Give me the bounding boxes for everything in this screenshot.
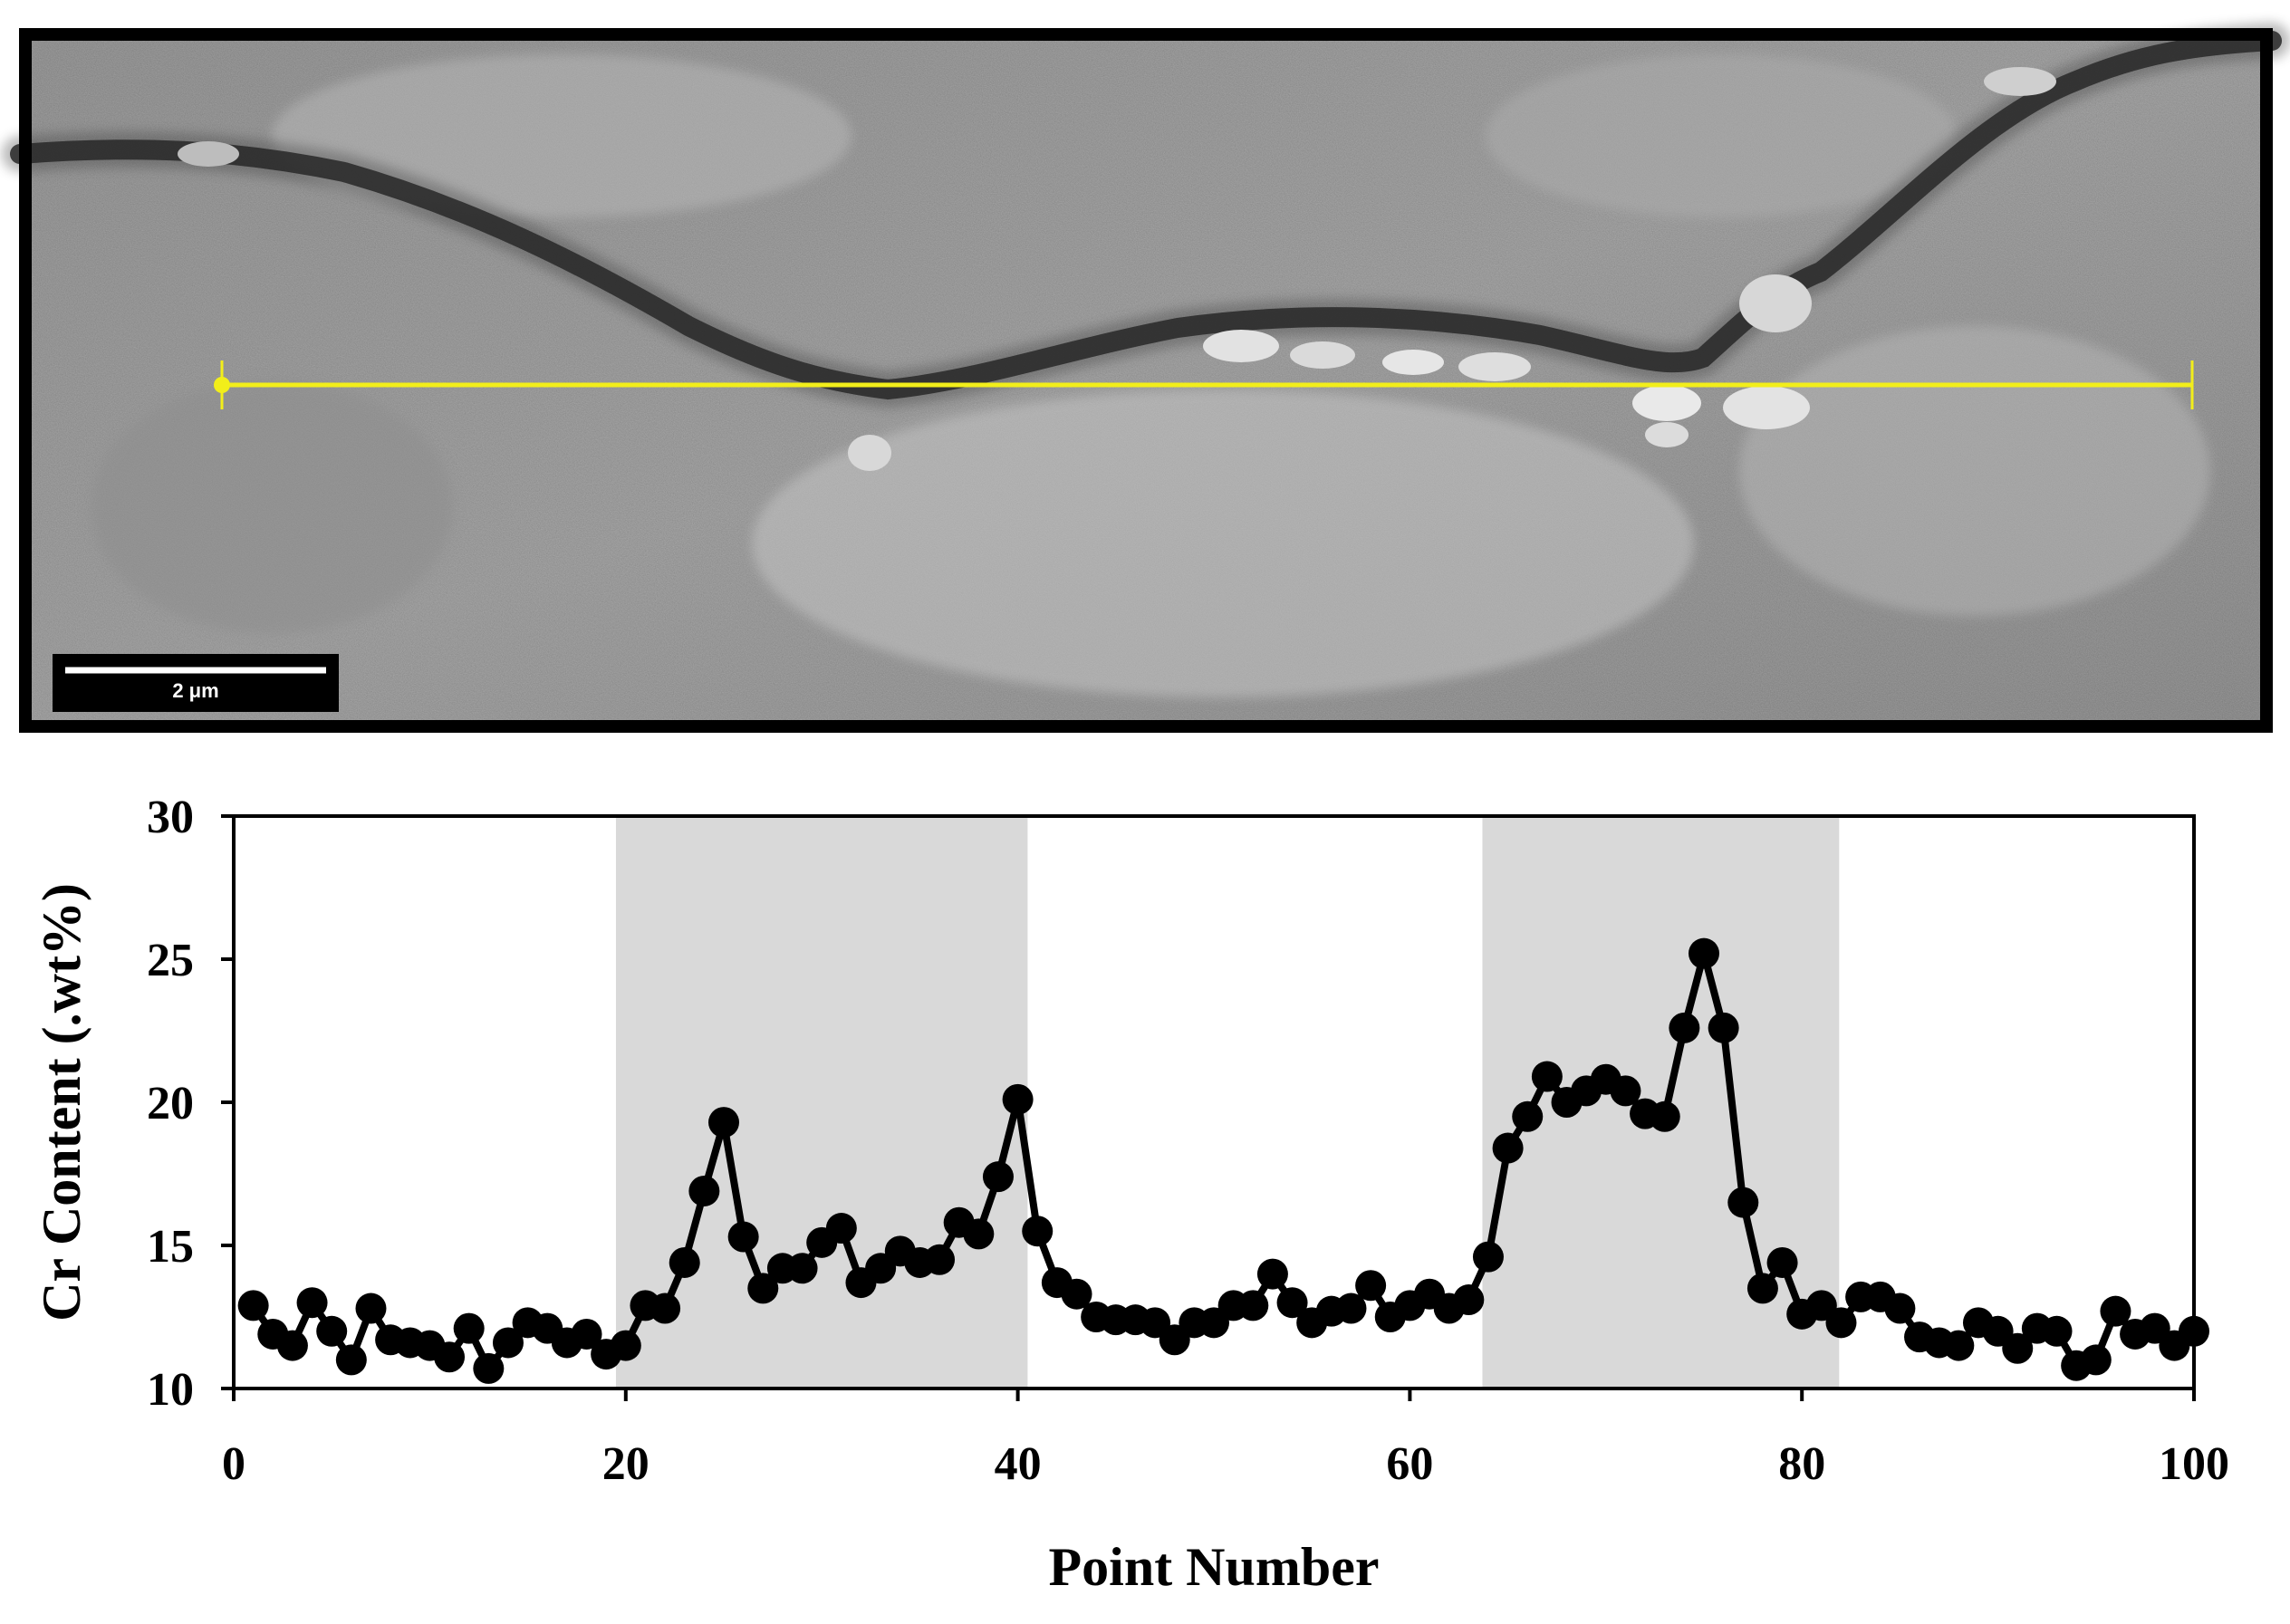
y-axis-title: Cr Content (.wt%)	[32, 883, 91, 1321]
x-tick-label: 0	[222, 1438, 245, 1490]
data-point	[1669, 1012, 1700, 1043]
shaded-regions	[615, 816, 1840, 1389]
data-series	[237, 937, 2209, 1384]
scale-bar: 2 μm	[53, 654, 339, 712]
data-point	[1689, 937, 1719, 969]
data-point	[2041, 1315, 2073, 1347]
y-tick-labels: 10 15 20 25 30	[147, 792, 194, 1416]
data-point	[649, 1292, 681, 1324]
data-point	[1610, 1075, 1641, 1107]
data-point	[1825, 1307, 1857, 1339]
crack-shadow	[2, 23, 2290, 408]
data-point	[1531, 1061, 1563, 1092]
data-point	[1022, 1216, 1054, 1247]
x-axis-title: Point Number	[1049, 1537, 1380, 1597]
x-tick-label: 40	[995, 1438, 1042, 1490]
axis-ticks	[221, 814, 2196, 1401]
data-point	[610, 1330, 641, 1361]
data-point	[924, 1244, 956, 1275]
data-point	[1355, 1270, 1387, 1302]
data-point	[747, 1273, 779, 1304]
grain-texture	[91, 54, 2210, 697]
data-point	[708, 1107, 739, 1139]
data-point	[1256, 1258, 1288, 1290]
data-point	[963, 1218, 995, 1250]
data-point	[2002, 1332, 2034, 1364]
data-point	[1727, 1187, 1759, 1218]
y-tick-label: 20	[147, 1078, 194, 1129]
data-point	[1335, 1292, 1367, 1324]
plot-frame	[232, 814, 2196, 1390]
data-point	[473, 1352, 505, 1384]
data-point	[316, 1315, 348, 1347]
data-point	[1766, 1246, 1798, 1278]
data-point	[453, 1312, 485, 1344]
scale-bar-background	[53, 654, 339, 712]
y-tick-label: 25	[147, 935, 194, 986]
x-tick-label: 20	[602, 1438, 649, 1490]
bright-precipitates	[178, 67, 2056, 471]
data-point	[727, 1221, 759, 1253]
x-tick-label: 100	[2159, 1438, 2229, 1490]
data-point	[237, 1290, 269, 1321]
data-point	[1453, 1284, 1485, 1316]
data-point	[1649, 1100, 1680, 1132]
data-point	[1708, 1012, 1739, 1043]
data-point	[1512, 1100, 1544, 1132]
x-tick-label: 80	[1778, 1438, 1825, 1490]
data-point	[1884, 1292, 1916, 1324]
sem-micrograph: 2 μm	[2, 23, 2290, 733]
y-tick-label: 15	[147, 1221, 194, 1273]
scale-bar-label: 2 μm	[172, 679, 218, 702]
data-point	[492, 1327, 524, 1359]
data-point	[1276, 1287, 1308, 1319]
data-point	[688, 1175, 720, 1206]
data-point	[296, 1287, 328, 1319]
data-point	[825, 1213, 857, 1244]
data-point	[1061, 1278, 1092, 1310]
y-tick-label: 30	[147, 792, 194, 843]
data-point	[1237, 1290, 1269, 1321]
data-point	[335, 1344, 367, 1376]
line-scan-start-marker	[214, 377, 230, 393]
line-scan-overlay	[214, 360, 2194, 409]
data-point	[1746, 1273, 1778, 1304]
data-point	[669, 1246, 700, 1278]
shaded-region-1	[615, 816, 1028, 1389]
micrograph-frame	[19, 28, 2273, 733]
data-point	[786, 1253, 818, 1284]
data-point	[276, 1330, 308, 1361]
x-tick-label: 60	[1386, 1438, 1433, 1490]
data-point	[982, 1161, 1014, 1193]
data-point	[1002, 1083, 1034, 1115]
data-point	[355, 1292, 387, 1324]
y-tick-label: 10	[147, 1364, 194, 1416]
x-tick-labels: 0 20 40 60 80 100	[222, 1438, 2229, 1490]
data-point	[434, 1341, 466, 1373]
cr-profile-chart: 0 20 40 60 80 100 10 15 20 25 30 Point Number Cr …	[32, 792, 2229, 1597]
data-point	[2080, 1344, 2112, 1376]
data-point	[571, 1318, 602, 1350]
data-point	[1492, 1132, 1524, 1164]
series-markers	[237, 937, 2209, 1384]
data-point	[1943, 1330, 1975, 1361]
data-point	[1472, 1241, 1504, 1273]
data-point	[2100, 1295, 2131, 1327]
